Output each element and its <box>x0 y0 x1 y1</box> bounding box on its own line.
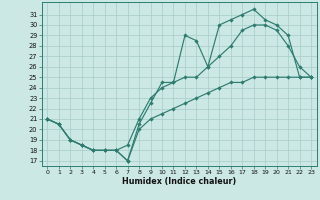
X-axis label: Humidex (Indice chaleur): Humidex (Indice chaleur) <box>122 177 236 186</box>
